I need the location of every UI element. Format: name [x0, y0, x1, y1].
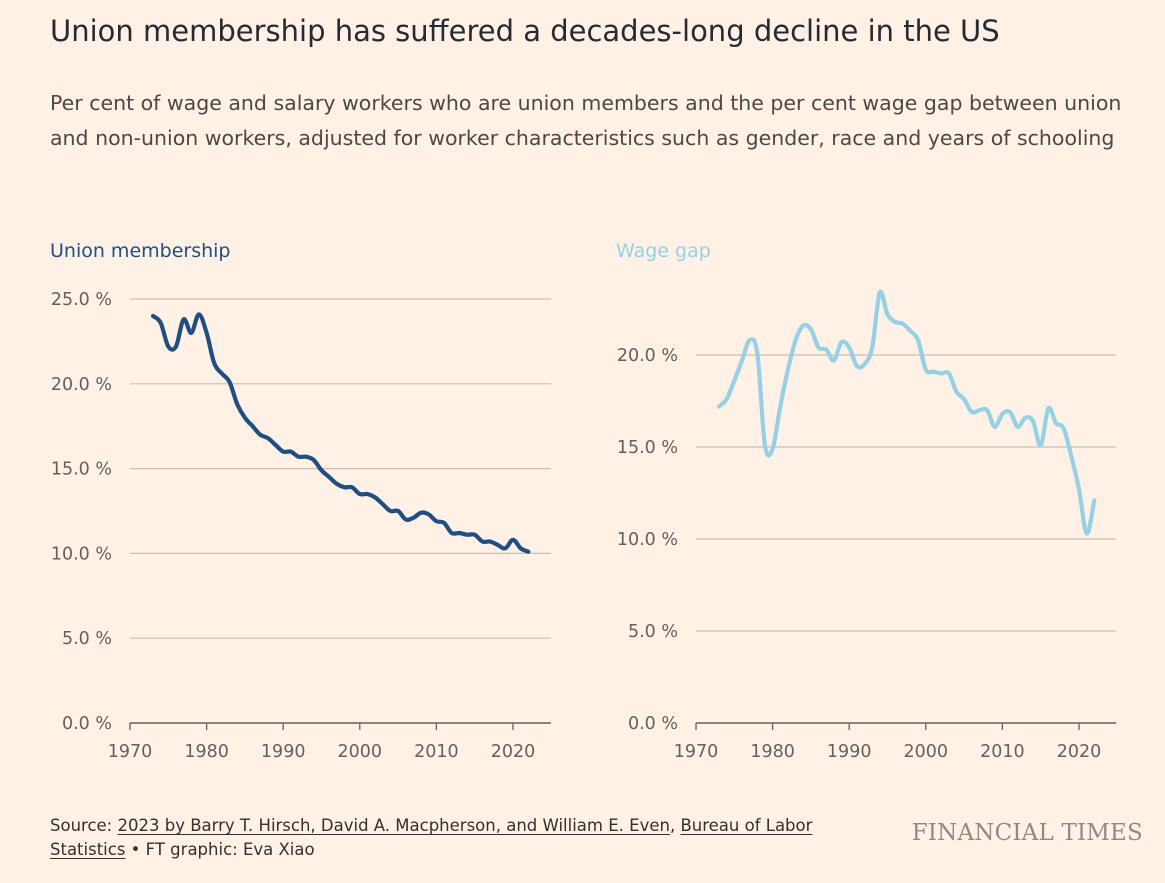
membership-xtick-label: 2010	[414, 742, 459, 762]
wage-gap-panel-title: Wage gap	[616, 240, 711, 262]
membership-xtick-label: 2020	[491, 742, 536, 762]
wage-gap-series-line	[716, 289, 1097, 536]
membership-panel-title: Union membership	[50, 240, 231, 262]
source-note: Source: 2023 by Barry T. Hirsch, David A…	[50, 814, 850, 862]
wage-gap-ytick-label: 10.0 %	[617, 530, 678, 550]
wage-gap-ytick-label: 0.0 %	[628, 714, 678, 734]
membership-xtick-label: 1980	[184, 742, 229, 762]
source-separator: ,	[669, 816, 681, 835]
wage-gap-ytick-label: 15.0 %	[617, 438, 678, 458]
membership-ytick-label: 25.0 %	[51, 290, 112, 310]
membership-xtick-label: 1990	[261, 742, 306, 762]
wage-gap-ytick-label: 5.0 %	[628, 622, 678, 642]
membership-ytick-label: 0.0 %	[62, 714, 112, 734]
source-link-bls[interactable]: Bureau of Labor Statistics	[50, 816, 813, 859]
membership-ytick-label: 10.0 %	[51, 544, 112, 564]
wage-gap-ytick-label: 20.0 %	[617, 346, 678, 366]
graphic-credit: • FT graphic: Eva Xiao	[125, 840, 315, 859]
membership-xtick-label: 2000	[338, 742, 383, 762]
membership-chart: 0.0 % 5.0 % 10.0 % 15.0 % 20.0 % 25.0 % 1970 19…	[51, 290, 551, 762]
chart-title: Union membership has suffered a decades-…	[50, 14, 1000, 48]
wage-gap-xtick-label: 1990	[827, 742, 872, 762]
source-link-hirsch[interactable]: 2023 by Barry T. Hirsch, David A. Macphe…	[117, 816, 670, 835]
wage-gap-xtick-label: 2000	[904, 742, 949, 762]
membership-xtick-label: 1970	[108, 742, 153, 762]
membership-ytick-label: 20.0 %	[51, 375, 112, 395]
wage-gap-xtick-label: 1980	[750, 742, 795, 762]
wage-gap-xtick-label: 2020	[1057, 742, 1102, 762]
membership-ytick-label: 15.0 %	[51, 460, 112, 480]
wage-gap-xtick-label: 2010	[980, 742, 1025, 762]
ft-logo: FINANCIAL TIMES	[911, 820, 1143, 846]
membership-series-line	[150, 312, 531, 554]
membership-ytick-label: 5.0 %	[62, 629, 112, 649]
chart-subtitle: Per cent of wage and salary workers who …	[50, 91, 1122, 150]
wage-gap-chart: 0.0 % 5.0 % 10.0 % 15.0 % 20.0 % 1970 1980 1990…	[617, 289, 1116, 762]
wage-gap-xtick-label: 1970	[674, 742, 719, 762]
source-prefix: Source:	[50, 816, 118, 835]
